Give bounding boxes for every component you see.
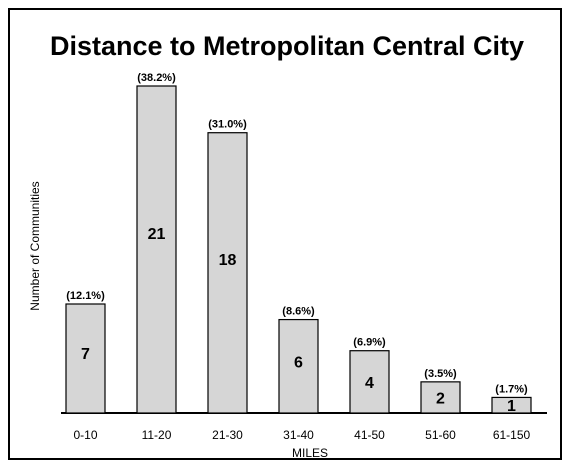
- bar-percent-label: (38.2%): [137, 72, 176, 84]
- bar-value-label: 7: [81, 346, 90, 363]
- bar-percent-label: (8.6%): [282, 306, 315, 318]
- x-tick-label: 41-50: [354, 428, 385, 442]
- bar-0-10: [65, 303, 106, 414]
- x-tick-label: 61-150: [493, 428, 531, 442]
- x-tick-label: 21-30: [212, 428, 243, 442]
- x-tick-label: 51-60: [425, 428, 456, 442]
- bar-11-20: [136, 85, 177, 414]
- bar-51-60: [420, 381, 461, 414]
- bar-21-30: [207, 132, 248, 414]
- x-tick-label: 31-40: [283, 428, 314, 442]
- bar-41-50: [349, 350, 390, 414]
- bar-61-150: [491, 396, 532, 414]
- bar-value-label: 1: [507, 398, 516, 415]
- bar-percent-label: (3.5%): [424, 368, 457, 380]
- bar-value-label: 18: [219, 252, 237, 269]
- bars-layer: 7(12.1%)0-1021(38.2%)11-2018(31.0%)21-30…: [65, 72, 532, 442]
- x-axis-label: MILES: [292, 446, 328, 460]
- bar-percent-label: (6.9%): [353, 337, 386, 349]
- bar-value-label: 4: [365, 375, 374, 392]
- bar-value-label: 21: [148, 226, 166, 243]
- bar-value-label: 6: [294, 355, 303, 372]
- x-tick-label: 0-10: [73, 428, 97, 442]
- bar-percent-label: (31.0%): [208, 119, 247, 131]
- y-axis-label: Number of Communities: [28, 181, 42, 310]
- bar-value-label: 2: [436, 390, 445, 407]
- bar-percent-label: (12.1%): [66, 290, 105, 302]
- bar-31-40: [278, 318, 319, 414]
- chart-title: Distance to Metropolitan Central City: [50, 31, 524, 61]
- bar-percent-label: (1.7%): [495, 383, 528, 395]
- x-tick-label: 11-20: [142, 428, 172, 442]
